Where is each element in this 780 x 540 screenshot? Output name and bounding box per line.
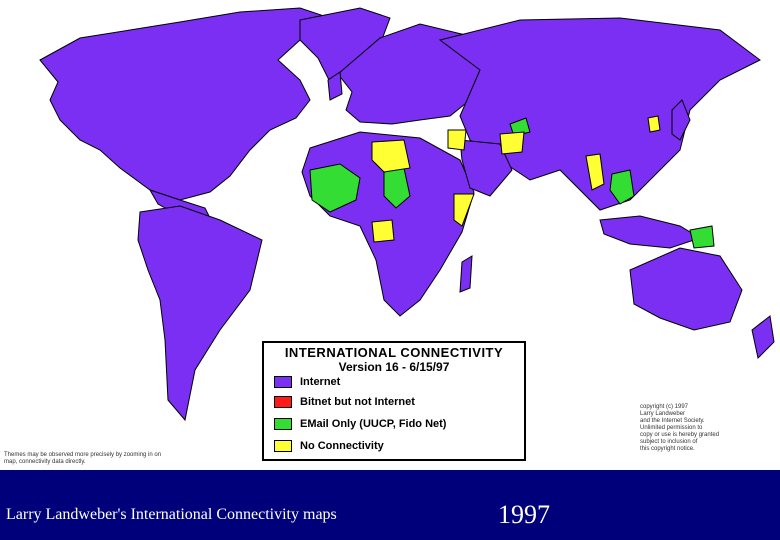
indonesia-landmass bbox=[599, 215, 702, 249]
map-note-left: Themes may be observed more precisely by… bbox=[4, 452, 162, 465]
papua-email-region bbox=[689, 225, 715, 249]
australia-landmass bbox=[629, 247, 743, 331]
somalia-no-connectivity bbox=[453, 193, 475, 227]
arabia-landmass bbox=[459, 139, 513, 197]
south-america-landmass bbox=[137, 205, 263, 422]
legend-label-bitnet: Bitnet but not Internet bbox=[300, 396, 415, 408]
europe-landmass bbox=[337, 23, 481, 125]
asia-landmass bbox=[438, 17, 761, 211]
iraq-no-connectivity bbox=[447, 129, 467, 151]
legend-version: Version 16 - 6/15/97 bbox=[338, 360, 450, 374]
indochina-email-region bbox=[609, 169, 635, 205]
libya-no-connectivity bbox=[371, 139, 411, 173]
legend-swatch-internet bbox=[274, 376, 292, 388]
new-zealand-landmass bbox=[751, 315, 775, 360]
japan-landmass bbox=[671, 99, 691, 141]
north-korea-no-connectivity bbox=[647, 115, 661, 133]
madagascar-landmass bbox=[459, 255, 473, 293]
world-connectivity-map bbox=[39, 7, 775, 422]
legend-label-no-connectivity: No Connectivity bbox=[300, 440, 384, 452]
west-africa-email-region bbox=[309, 163, 361, 213]
footer-caption: Larry Landweber's International Connecti… bbox=[6, 506, 337, 523]
copyright-note: copyright (c) 1997 Larry Landweber and t… bbox=[640, 404, 720, 452]
legend-item-internet: Internet bbox=[274, 375, 340, 389]
legend-label-internet: Internet bbox=[300, 376, 341, 388]
legend-swatch-email-only bbox=[274, 418, 292, 430]
legend-item-bitnet: Bitnet but not Internet bbox=[274, 395, 415, 409]
legend-swatch-bitnet bbox=[274, 396, 292, 408]
uk-landmass bbox=[327, 71, 343, 101]
footer-year: 1997 bbox=[498, 500, 550, 529]
burma-no-connectivity bbox=[585, 153, 605, 191]
legend-title: INTERNATIONAL CONNECTIVITY bbox=[284, 345, 504, 360]
legend-label-email-only: EMail Only (UUCP, Fido Net) bbox=[300, 418, 447, 430]
map-legend: INTERNATIONAL CONNECTIVITY Version 16 - … bbox=[262, 341, 526, 461]
angola-no-connectivity bbox=[371, 219, 395, 243]
legend-swatch-no-connectivity bbox=[274, 440, 292, 452]
footer-bar bbox=[0, 470, 780, 540]
tajikistan-email-region bbox=[509, 117, 531, 137]
afghanistan-no-connectivity bbox=[499, 131, 525, 155]
north-america-landmass bbox=[39, 7, 332, 201]
legend-item-email-only: EMail Only (UUCP, Fido Net) bbox=[274, 417, 446, 431]
legend-item-no-connectivity: No Connectivity bbox=[274, 439, 384, 453]
